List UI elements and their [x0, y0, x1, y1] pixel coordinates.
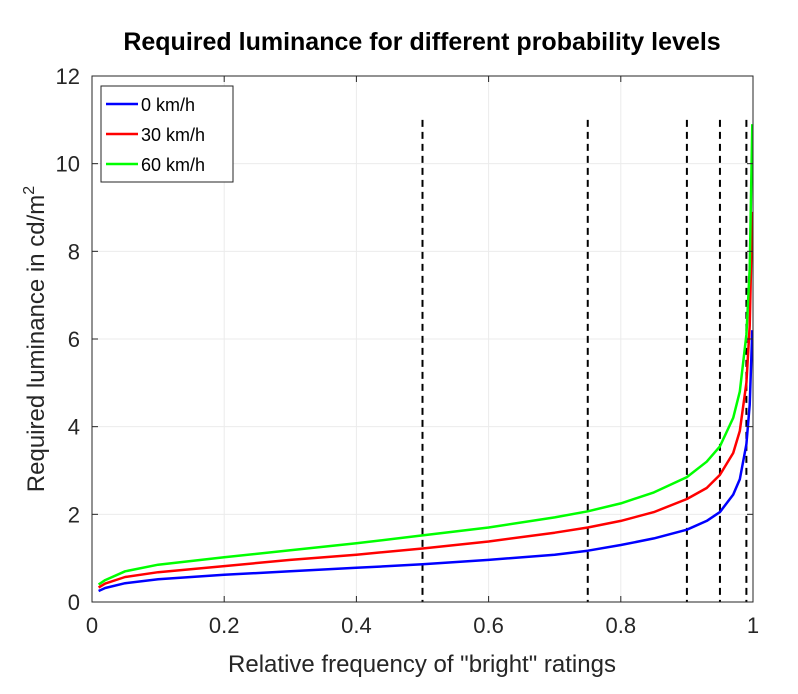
y-tick-label: 2 [68, 502, 80, 527]
chart-title: Required luminance for different probabi… [123, 28, 720, 56]
y-tick-label: 4 [68, 415, 80, 440]
y-axis-label: Required luminance in cd/m2 [21, 186, 50, 492]
x-tick-label: 0.2 [209, 613, 240, 638]
x-tick-label: 0.4 [341, 613, 372, 638]
y-tick-label: 8 [68, 239, 80, 264]
x-tick-label: 0.6 [473, 613, 504, 638]
y-axis-ticks: 0 2 4 6 8 10 12 [56, 64, 753, 615]
y-tick-label: 12 [56, 64, 80, 89]
y-tick-label: 0 [68, 590, 80, 615]
x-tick-label: 1 [747, 613, 759, 638]
series-line [98, 330, 754, 593]
legend-label: 30 km/h [141, 125, 205, 145]
series-line [97, 211, 754, 589]
x-tick-label: 0.8 [606, 613, 637, 638]
series-line [97, 124, 754, 586]
legend-label: 0 km/h [141, 95, 195, 115]
legend-items: 0 km/h 30 km/h 60 km/h [106, 95, 205, 175]
y-axis-label-main: Required luminance in cd/m [23, 195, 50, 492]
y-axis-label-superscript: 2 [21, 186, 38, 195]
y-tick-label: 6 [68, 327, 80, 352]
legend-label: 60 km/h [141, 155, 205, 175]
x-axis-label: Relative frequency of "bright" ratings [228, 651, 616, 678]
y-tick-label: 10 [56, 152, 80, 177]
legend: 0 km/h 30 km/h 60 km/h [100, 85, 234, 183]
x-axis-ticks: 0 0.2 0.4 0.6 0.8 1 [86, 76, 759, 638]
x-tick-label: 0 [86, 613, 98, 638]
reference-lines [421, 119, 748, 602]
series-lines [97, 124, 754, 593]
